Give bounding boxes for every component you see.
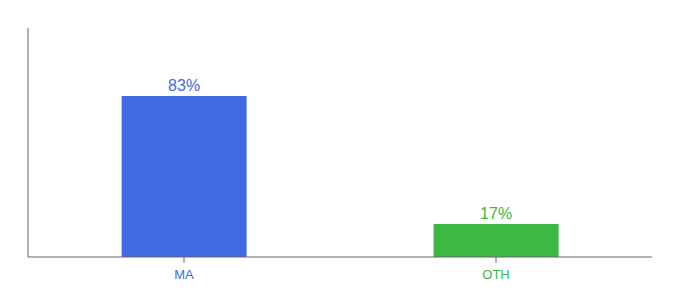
svg-text:17%: 17% (480, 205, 512, 222)
svg-text:OTH: OTH (482, 267, 509, 282)
svg-text:MA: MA (174, 267, 194, 282)
svg-text:83%: 83% (168, 77, 200, 94)
